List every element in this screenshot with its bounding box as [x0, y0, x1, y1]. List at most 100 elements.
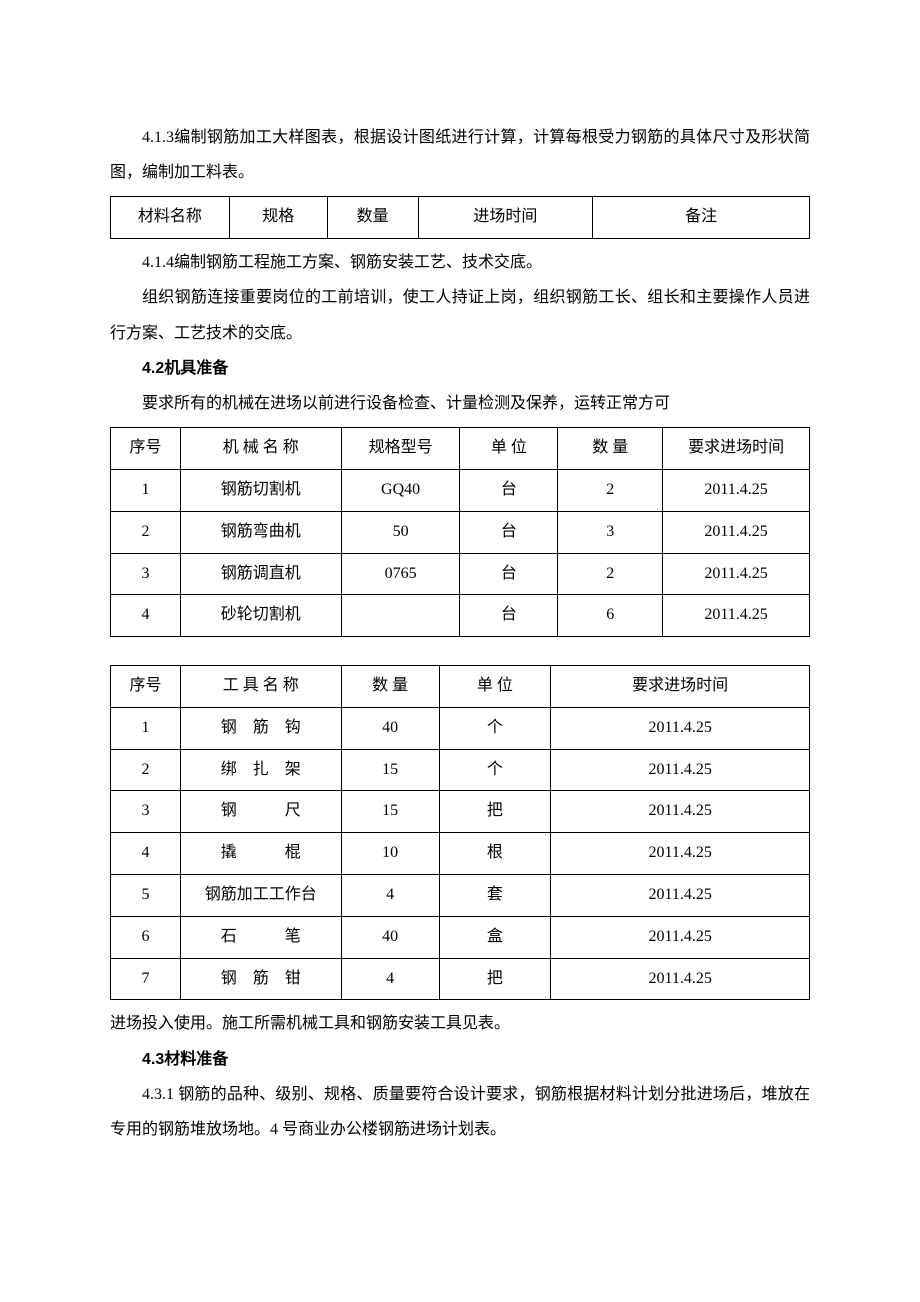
cell: 50: [341, 511, 460, 553]
cell: 2011.4.25: [551, 958, 810, 1000]
cell: 个: [439, 749, 551, 791]
th-seq: 序号: [111, 428, 181, 470]
th-spec: 规格: [229, 197, 327, 239]
th-qty: 数 量: [558, 428, 663, 470]
table-row: 7钢 筋 钳4把2011.4.25: [111, 958, 810, 1000]
table-row: 2绑 扎 架15个2011.4.25: [111, 749, 810, 791]
paragraph-414: 4.1.4编制钢筋工程施工方案、钢筋安装工艺、技术交底。: [110, 245, 810, 280]
heading-42: 4.2机具准备: [110, 351, 810, 386]
cell: 2011.4.25: [551, 749, 810, 791]
cell: 套: [439, 875, 551, 917]
cell: 2: [558, 553, 663, 595]
cell: 2011.4.25: [551, 875, 810, 917]
cell: 2011.4.25: [663, 469, 810, 511]
th-unit: 单 位: [439, 666, 551, 708]
cell: 3: [111, 791, 181, 833]
cell: 6: [558, 595, 663, 637]
th-entry-time: 进场时间: [418, 197, 593, 239]
table-materials-header: 材料名称 规格 数量 进场时间 备注: [110, 196, 810, 239]
cell: 4: [341, 958, 439, 1000]
cell: 撬 棍: [180, 833, 341, 875]
cell: 1: [111, 469, 181, 511]
heading-43: 4.3材料准备: [110, 1042, 810, 1077]
cell: 2011.4.25: [551, 833, 810, 875]
cell: 40: [341, 707, 439, 749]
cell: 台: [460, 553, 558, 595]
cell: 钢筋加工工作台: [180, 875, 341, 917]
th-qty: 数量: [327, 197, 418, 239]
th-entry-time: 要求进场时间: [551, 666, 810, 708]
table-row: 3钢筋调直机0765台22011.4.25: [111, 553, 810, 595]
cell: 把: [439, 791, 551, 833]
cell: 15: [341, 749, 439, 791]
cell: 台: [460, 469, 558, 511]
cell: 2: [111, 749, 181, 791]
paragraph-413: 4.1.3编制钢筋加工大样图表，根据设计图纸进行计算，计算每根受力钢筋的具体尺寸…: [110, 120, 810, 190]
table-header-row: 序号 机 械 名 称 规格型号 单 位 数 量 要求进场时间: [111, 428, 810, 470]
cell: 个: [439, 707, 551, 749]
table-row: 4撬 棍10根2011.4.25: [111, 833, 810, 875]
cell: 0765: [341, 553, 460, 595]
cell: 4: [111, 595, 181, 637]
cell: 钢 筋 钳: [180, 958, 341, 1000]
cell: 5: [111, 875, 181, 917]
table-header-row: 序号 工 具 名 称 数 量 单 位 要求进场时间: [111, 666, 810, 708]
th-tool-name: 工 具 名 称: [180, 666, 341, 708]
cell: 3: [558, 511, 663, 553]
table-row: 1钢筋切割机GQ40台22011.4.25: [111, 469, 810, 511]
paragraph-42: 要求所有的机械在进场以前进行设备检查、计量检测及保养，运转正常方可: [110, 386, 810, 421]
cell: 6: [111, 916, 181, 958]
th-remark: 备注: [593, 197, 810, 239]
cell: 2011.4.25: [551, 791, 810, 833]
cell: 7: [111, 958, 181, 1000]
cell: 2: [558, 469, 663, 511]
table-row: 4砂轮切割机 台62011.4.25: [111, 595, 810, 637]
table-row: 2钢筋弯曲机50台32011.4.25: [111, 511, 810, 553]
cell: 1: [111, 707, 181, 749]
th-unit: 单 位: [460, 428, 558, 470]
cell: 4: [341, 875, 439, 917]
table-row: 5钢筋加工工作台4套2011.4.25: [111, 875, 810, 917]
th-qty: 数 量: [341, 666, 439, 708]
cell: 2011.4.25: [551, 916, 810, 958]
cell: 10: [341, 833, 439, 875]
cell: 盒: [439, 916, 551, 958]
cell: 砂轮切割机: [180, 595, 341, 637]
cell: 石 笔: [180, 916, 341, 958]
cell: 2011.4.25: [663, 553, 810, 595]
cell: 台: [460, 511, 558, 553]
cell: 2011.4.25: [663, 511, 810, 553]
cell: 钢筋切割机: [180, 469, 341, 511]
cell: 根: [439, 833, 551, 875]
cell: [341, 595, 460, 637]
cell: 4: [111, 833, 181, 875]
th-entry-time: 要求进场时间: [663, 428, 810, 470]
cell: 2011.4.25: [663, 595, 810, 637]
cell: 绑 扎 架: [180, 749, 341, 791]
cell: 2011.4.25: [551, 707, 810, 749]
cell: 钢 尺: [180, 791, 341, 833]
th-seq: 序号: [111, 666, 181, 708]
cell: 钢筋弯曲机: [180, 511, 341, 553]
table-row: 3钢 尺15把2011.4.25: [111, 791, 810, 833]
paragraph-431: 4.3.1 钢筋的品种、级别、规格、质量要符合设计要求，钢筋根据材料计划分批进场…: [110, 1077, 810, 1147]
cell: 15: [341, 791, 439, 833]
table-header-row: 材料名称 规格 数量 进场时间 备注: [111, 197, 810, 239]
paragraph-414b: 组织钢筋连接重要岗位的工前培训，使工人持证上岗，组织钢筋工长、组长和主要操作人员…: [110, 280, 810, 350]
th-machine-name: 机 械 名 称: [180, 428, 341, 470]
paragraph-42-end: 进场投入使用。施工所需机械工具和钢筋安装工具见表。: [110, 1006, 810, 1041]
cell: 40: [341, 916, 439, 958]
cell: 钢 筋 钩: [180, 707, 341, 749]
table-row: 6石 笔40盒2011.4.25: [111, 916, 810, 958]
table-row: 1钢 筋 钩40个2011.4.25: [111, 707, 810, 749]
cell: GQ40: [341, 469, 460, 511]
th-material-name: 材料名称: [111, 197, 230, 239]
cell: 把: [439, 958, 551, 1000]
cell: 3: [111, 553, 181, 595]
cell: 钢筋调直机: [180, 553, 341, 595]
cell: 2: [111, 511, 181, 553]
table-tools: 序号 工 具 名 称 数 量 单 位 要求进场时间 1钢 筋 钩40个2011.…: [110, 665, 810, 1000]
cell: 台: [460, 595, 558, 637]
th-model: 规格型号: [341, 428, 460, 470]
table-machinery: 序号 机 械 名 称 规格型号 单 位 数 量 要求进场时间 1钢筋切割机GQ4…: [110, 427, 810, 637]
